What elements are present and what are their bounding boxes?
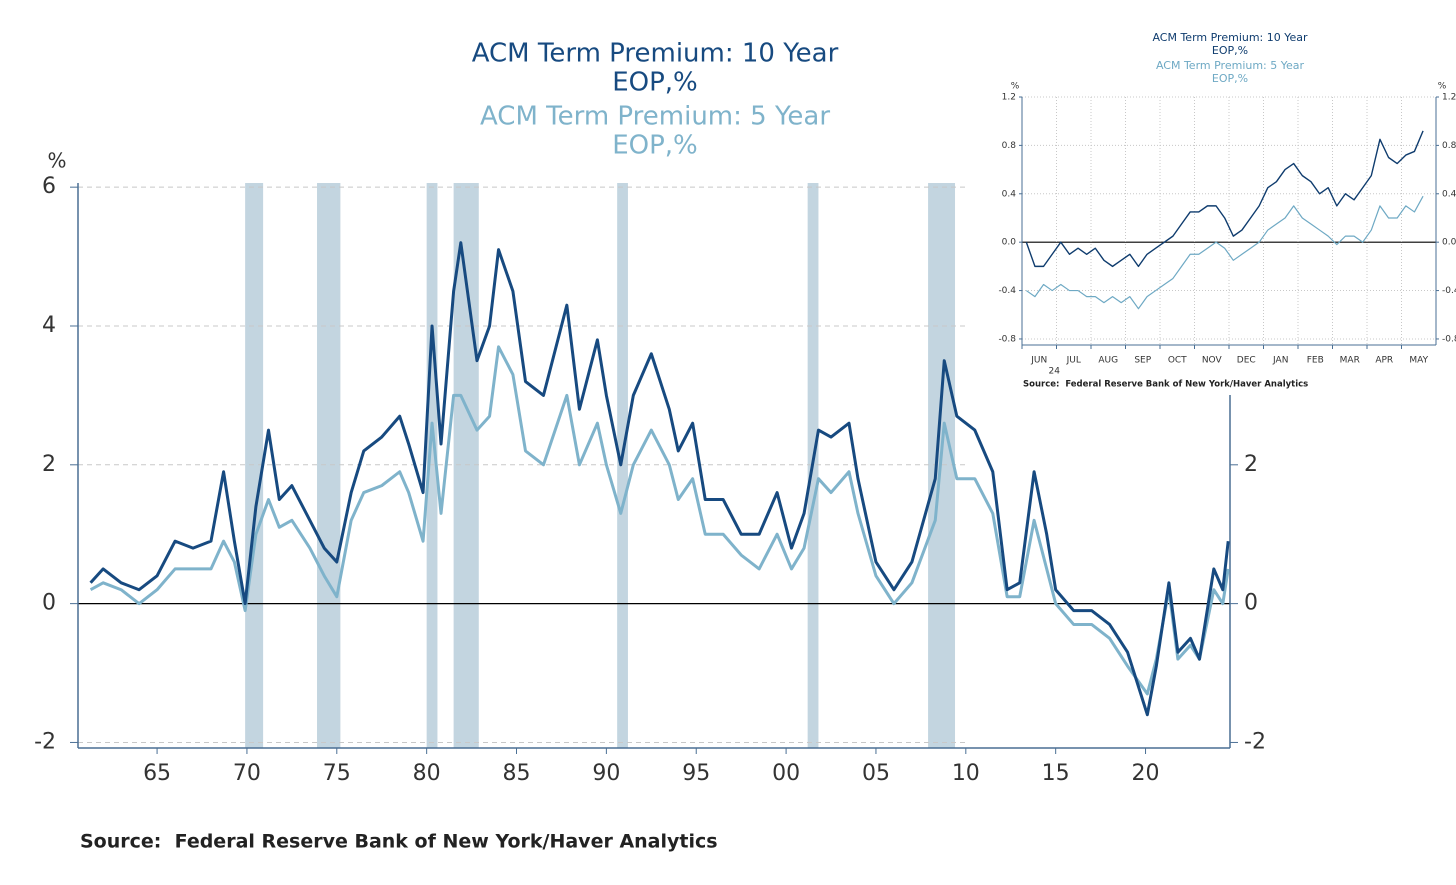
x-tick-label: 75 <box>323 761 351 786</box>
legend-unit: EOP,% <box>612 68 698 98</box>
x-tick-label: JUL <box>1066 356 1081 366</box>
recession-band <box>245 183 264 748</box>
x-tick-label: APR <box>1375 356 1393 366</box>
y-tick-label: -0.8 <box>998 334 1016 344</box>
x-tick-label: OCT <box>1168 356 1187 366</box>
source-note: Source: Federal Reserve Bank of New York… <box>1023 380 1308 390</box>
x-tick-label: 95 <box>682 761 710 786</box>
x-tick-label: JAN <box>1272 356 1288 366</box>
legend-name: ACM Term Premium: 5 Year <box>480 102 830 132</box>
y-tick-label: 2 <box>42 452 56 477</box>
y-tick-label: 6 <box>42 174 56 199</box>
x-tick-label: 20 <box>1132 761 1160 786</box>
y-axis-label: % <box>1438 82 1447 92</box>
x-tick-label: 65 <box>143 761 171 786</box>
x-tick-label: DEC <box>1237 356 1256 366</box>
x-tick-label: JUN <box>1030 356 1047 366</box>
x-tick-label: 90 <box>592 761 620 786</box>
x-tick-label: 05 <box>862 761 890 786</box>
x-tick-label: MAY <box>1409 356 1428 366</box>
y2-tick-label: -0.4 <box>1442 286 1456 296</box>
y2-tick-label: 1.2 <box>1442 93 1456 103</box>
legend-unit: EOP,% <box>1212 72 1248 85</box>
y2-tick-label: -2 <box>1244 729 1266 754</box>
chart-panel: -0.8 -0.4 0.0 0.4 0.8 1.2 -0.8 -0.4 0.0 0.4 0.8 1.2… <box>985 25 1456 395</box>
x-tick-label: AUG <box>1098 356 1118 366</box>
recession-band <box>426 183 438 748</box>
y-tick-label: -0.4 <box>998 286 1016 296</box>
y-axis-label: % <box>1011 82 1020 92</box>
x-tick-label: SEP <box>1134 356 1151 366</box>
x-tick-label: FEB <box>1307 356 1324 366</box>
legend-unit: EOP,% <box>1212 44 1248 57</box>
y-tick-label: 1.2 <box>1002 93 1016 103</box>
y-tick-label: 0.0 <box>1002 238 1017 248</box>
legend-name: ACM Term Premium: 10 Year <box>472 39 839 69</box>
y2-tick-label: 0.4 <box>1442 189 1456 199</box>
recession-band <box>317 183 341 748</box>
x-year-label: 24 <box>1049 367 1061 377</box>
legend-name: ACM Term Premium: 10 Year <box>1152 31 1308 44</box>
y2-tick-label: 2 <box>1244 452 1258 477</box>
x-tick-label: 10 <box>952 761 980 786</box>
y-tick-label: 0.8 <box>1002 141 1017 151</box>
series-line <box>89 345 1230 696</box>
y-axis-label: % <box>47 149 66 173</box>
x-tick-label: 80 <box>413 761 441 786</box>
x-tick-label: 15 <box>1042 761 1070 786</box>
y-tick-label: 0 <box>42 591 56 616</box>
panel-background <box>985 25 1456 395</box>
y2-tick-label: 0.8 <box>1442 141 1456 151</box>
series-line <box>1025 130 1424 268</box>
y-tick-label: 4 <box>42 313 56 338</box>
source-note: Source: Federal Reserve Bank of New York… <box>80 831 718 853</box>
y2-tick-label: 0 <box>1244 591 1258 616</box>
legend-name: ACM Term Premium: 5 Year <box>1156 59 1305 72</box>
legend-unit: EOP,% <box>612 131 698 161</box>
x-tick-label: MAR <box>1340 356 1360 366</box>
y2-tick-label: -0.8 <box>1442 334 1456 344</box>
series-line <box>89 241 1230 717</box>
series-line <box>1025 195 1424 310</box>
y-tick-label: 0.4 <box>1002 189 1017 199</box>
x-tick-label: 85 <box>503 761 531 786</box>
x-tick-label: 70 <box>233 761 261 786</box>
y2-tick-label: 0.0 <box>1442 238 1456 248</box>
x-tick-label: 00 <box>772 761 800 786</box>
y-tick-label: -2 <box>34 729 56 754</box>
x-tick-label: NOV <box>1202 356 1223 366</box>
recession-band <box>617 183 628 748</box>
